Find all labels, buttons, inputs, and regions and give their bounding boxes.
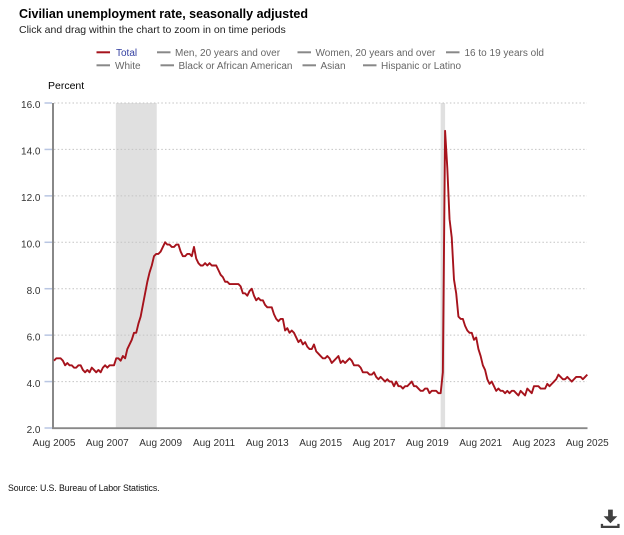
svg-text:12.0: 12.0: [21, 193, 41, 204]
svg-text:16.0: 16.0: [21, 100, 41, 111]
svg-text:Men, 20 years and over: Men, 20 years and over: [175, 48, 281, 59]
svg-text:4.0: 4.0: [27, 379, 41, 390]
svg-text:16 to 19 years old: 16 to 19 years old: [465, 48, 545, 59]
svg-text:6.0: 6.0: [27, 332, 41, 343]
svg-text:14.0: 14.0: [21, 147, 41, 158]
svg-text:2.0: 2.0: [27, 425, 41, 436]
svg-text:8.0: 8.0: [27, 286, 41, 297]
svg-text:Aug 2007: Aug 2007: [86, 438, 129, 449]
svg-text:Total: Total: [116, 48, 137, 59]
svg-text:Aug 2019: Aug 2019: [406, 438, 449, 449]
svg-text:Hispanic or Latino: Hispanic or Latino: [381, 61, 461, 72]
svg-text:Aug 2017: Aug 2017: [353, 438, 396, 449]
svg-text:Asian: Asian: [321, 61, 346, 72]
svg-text:Aug 2011: Aug 2011: [193, 438, 236, 449]
svg-text:Aug 2009: Aug 2009: [139, 438, 182, 449]
svg-text:10.0: 10.0: [21, 239, 41, 250]
svg-text:Aug 2015: Aug 2015: [299, 438, 342, 449]
svg-text:Women, 20 years and over: Women, 20 years and over: [316, 48, 437, 59]
svg-text:Aug 2021: Aug 2021: [459, 438, 502, 449]
svg-text:Percent: Percent: [48, 80, 84, 92]
svg-text:Aug 2023: Aug 2023: [513, 438, 556, 449]
svg-text:Aug 2025: Aug 2025: [566, 438, 609, 449]
svg-text:Aug 2013: Aug 2013: [246, 438, 289, 449]
svg-text:Aug 2005: Aug 2005: [33, 438, 76, 449]
svg-text:White: White: [115, 61, 141, 72]
svg-text:Black or African American: Black or African American: [179, 61, 293, 72]
